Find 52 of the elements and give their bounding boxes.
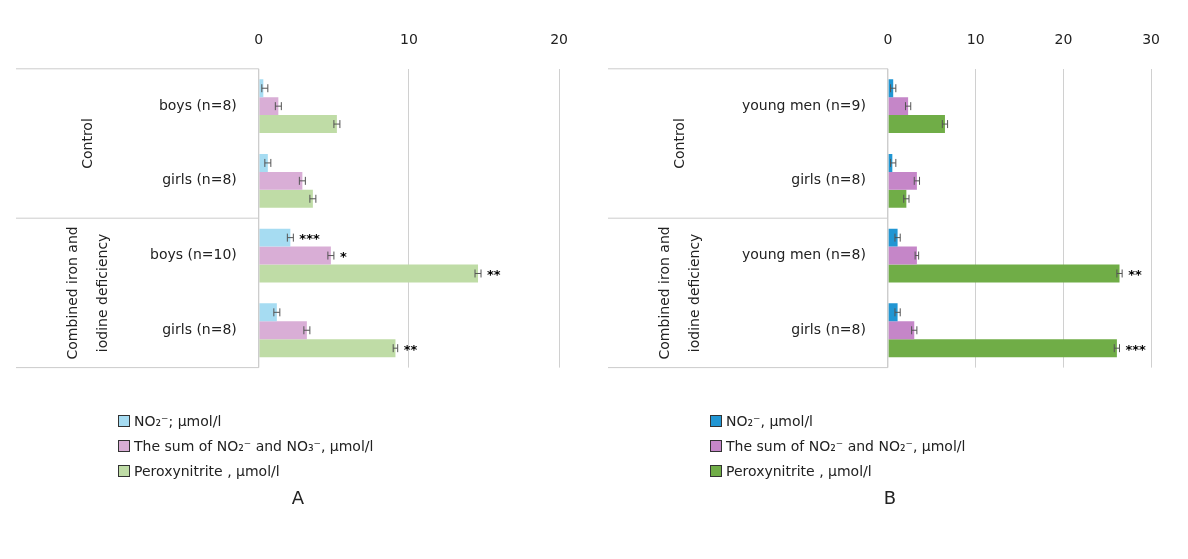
legend-label: Peroxynitrite , µmol/l <box>726 462 872 479</box>
legend-label: The sum of NO₂⁻ and NO₂⁻, µmol/l <box>726 437 966 454</box>
data-label: *** <box>1125 341 1147 357</box>
bar <box>888 246 917 265</box>
y-tick-label: boys (n=10) <box>150 246 237 263</box>
bar <box>888 171 917 190</box>
text: A <box>291 487 305 508</box>
bar <box>259 171 303 190</box>
x-tick-label: 0 <box>254 31 264 48</box>
bar <box>888 115 945 134</box>
data-label: ** <box>1128 266 1142 282</box>
bar <box>888 189 907 208</box>
text: Control <box>78 118 95 169</box>
text: Combined iron and iodine deficiency <box>63 226 110 360</box>
bar <box>259 339 396 358</box>
bar <box>259 246 331 265</box>
x-tick-label: 10 <box>400 31 418 48</box>
text: B <box>883 487 897 508</box>
legend-label: Peroxynitrite , µmol/l <box>134 462 280 479</box>
y-tick-label: young men (n=9) <box>741 96 866 113</box>
bar <box>259 189 313 208</box>
bar <box>259 264 479 283</box>
text: Control <box>670 118 687 169</box>
bar <box>888 339 1117 358</box>
y-tick-label: young men (n=8) <box>741 246 866 263</box>
bar <box>888 264 1120 283</box>
data-label: ** <box>403 341 418 357</box>
bar <box>259 115 337 134</box>
bar <box>259 153 268 172</box>
bar <box>259 228 291 247</box>
x-tick-label: 30 <box>1142 31 1161 48</box>
text: Combined iron and iodine deficiency <box>655 226 702 360</box>
x-tick-label: 20 <box>550 31 569 48</box>
y-tick-label: girls (n=8) <box>791 171 866 188</box>
x-tick-label: 10 <box>966 31 985 48</box>
data-label: ** <box>487 266 501 282</box>
x-tick-label: 20 <box>1054 31 1073 48</box>
bar <box>888 97 909 116</box>
bar <box>259 321 307 340</box>
x-tick-label: 0 <box>883 31 893 48</box>
data-label: * <box>339 248 347 264</box>
legend-label: NO₂⁻; µmol/l <box>134 412 222 429</box>
y-tick-label: boys (n=8) <box>158 96 237 113</box>
bar <box>888 321 915 340</box>
legend-label: NO₂⁻, µmol/l <box>726 412 814 429</box>
bar <box>259 97 279 116</box>
y-tick-label: girls (n=8) <box>791 320 866 337</box>
bar <box>259 303 277 322</box>
legend-label: The sum of NO₂⁻ and NO₃⁻, µmol/l <box>134 437 374 454</box>
y-tick-label: girls (n=8) <box>162 320 237 337</box>
y-tick-label: girls (n=8) <box>162 171 237 188</box>
data-label: *** <box>299 231 320 246</box>
